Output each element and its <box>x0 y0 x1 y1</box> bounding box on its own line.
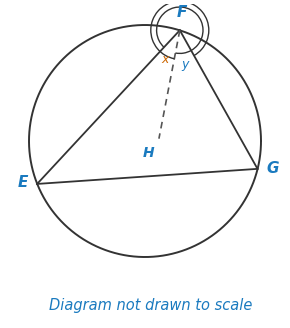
Text: x: x <box>162 53 169 66</box>
Text: G: G <box>267 161 279 176</box>
Text: Diagram not drawn to scale: Diagram not drawn to scale <box>49 298 253 313</box>
Text: y: y <box>182 58 189 71</box>
Text: E: E <box>17 175 28 190</box>
Text: H: H <box>143 146 154 160</box>
Text: F: F <box>177 5 187 20</box>
